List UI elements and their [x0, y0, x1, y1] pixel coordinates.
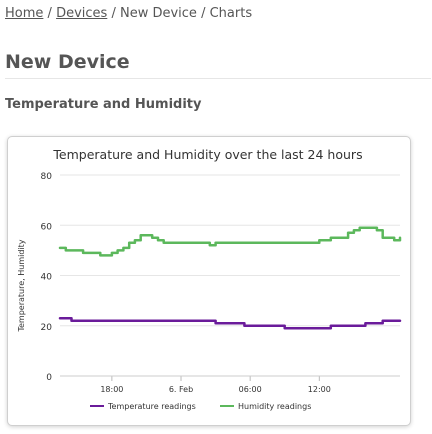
chart-card: Temperature and Humidity over the last 2… — [7, 136, 411, 426]
breadcrumb-separator: / — [111, 6, 116, 21]
section-title: Temperature and Humidity — [5, 97, 202, 112]
x-tick-label: 6. Feb — [169, 385, 193, 394]
y-tick-label: 60 — [41, 222, 53, 232]
chart-title: Temperature and Humidity over the last 2… — [52, 147, 362, 162]
legend-item[interactable]: Humidity readings — [238, 402, 311, 411]
breadcrumb-devices-link[interactable]: Devices — [56, 6, 108, 21]
temperature-series-line[interactable] — [58, 316, 402, 330]
legend-item[interactable]: Temperature readings — [107, 402, 196, 411]
title-divider — [5, 78, 431, 79]
y-tick-label: 40 — [41, 273, 53, 283]
humidity-series-line[interactable] — [58, 226, 402, 257]
breadcrumb-separator: / — [201, 6, 206, 21]
breadcrumb-device: New Device — [119, 6, 197, 21]
temperature-humidity-chart: Temperature and Humidity over the last 2… — [17, 147, 402, 411]
y-axis-label: Temperature, Humidity — [17, 239, 26, 332]
y-tick-label: 0 — [46, 373, 52, 383]
breadcrumb-current: Charts — [209, 6, 253, 21]
y-tick-label: 80 — [41, 172, 53, 182]
breadcrumb-home-link[interactable]: Home — [5, 6, 44, 21]
breadcrumb: Home / Devices / New Device / Charts — [5, 6, 252, 21]
x-tick-label: 12:00 — [308, 385, 331, 394]
breadcrumb-separator: / — [47, 6, 52, 21]
y-tick-label: 20 — [41, 323, 53, 333]
x-tick-label: 18:00 — [100, 385, 123, 394]
x-tick-label: 06:00 — [239, 385, 262, 394]
page-title: New Device — [5, 51, 130, 73]
